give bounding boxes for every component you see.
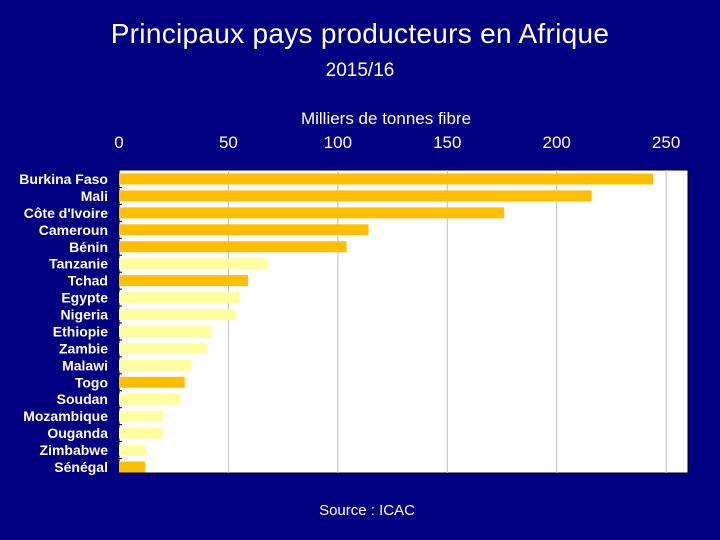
bar — [119, 292, 240, 304]
x-tick-label: 100 — [324, 133, 352, 152]
category-label: Malawi — [62, 357, 108, 373]
bar — [119, 427, 163, 439]
bar — [119, 241, 347, 253]
category-label: Togo — [75, 374, 108, 390]
category-label: Egypte — [61, 290, 108, 306]
category-label: Sénégal — [54, 459, 108, 475]
bar — [119, 275, 249, 287]
bar — [119, 393, 181, 405]
x-tick-label: 150 — [433, 133, 461, 152]
bar — [119, 359, 192, 371]
category-label: Mali — [81, 188, 108, 204]
category-label: Zambie — [59, 340, 108, 356]
bar — [119, 190, 592, 202]
bar — [119, 444, 146, 456]
category-label: Côte d'Ivoire — [24, 205, 108, 221]
bar — [119, 309, 235, 321]
source-note: Source : ICAC — [319, 502, 415, 519]
category-label: Mozambique — [23, 408, 108, 424]
category-label: Soudan — [57, 391, 108, 407]
bar — [119, 325, 211, 337]
bar — [119, 173, 653, 185]
x-tick-label: 50 — [219, 133, 238, 152]
chart-title: Principaux pays producteurs en Afrique — [110, 18, 610, 49]
x-tick-label: 250 — [652, 133, 680, 152]
x-tick-label: 0 — [114, 133, 123, 152]
bar — [119, 376, 185, 388]
plot-area — [118, 169, 689, 474]
x-tick-label: 200 — [543, 133, 571, 152]
category-label: Burkina Faso — [19, 171, 108, 187]
bar — [119, 224, 369, 236]
category-label: Tanzanie — [49, 256, 108, 272]
bar — [119, 342, 207, 354]
category-label: Cameroun — [39, 222, 108, 238]
category-label: Zimbabwe — [40, 442, 109, 458]
category-label: Bénin — [69, 239, 108, 255]
x-axis-title: Milliers de tonnes fibre — [301, 109, 471, 128]
chart-subtitle: 2015/16 — [325, 60, 395, 81]
category-label: Ethiopie — [53, 323, 108, 339]
bar — [119, 207, 505, 219]
bar — [119, 258, 268, 270]
category-label: Ouganda — [47, 425, 108, 441]
category-label: Nigeria — [61, 307, 109, 323]
category-label: Tchad — [68, 273, 108, 289]
bar — [119, 461, 146, 473]
bar — [119, 410, 163, 422]
